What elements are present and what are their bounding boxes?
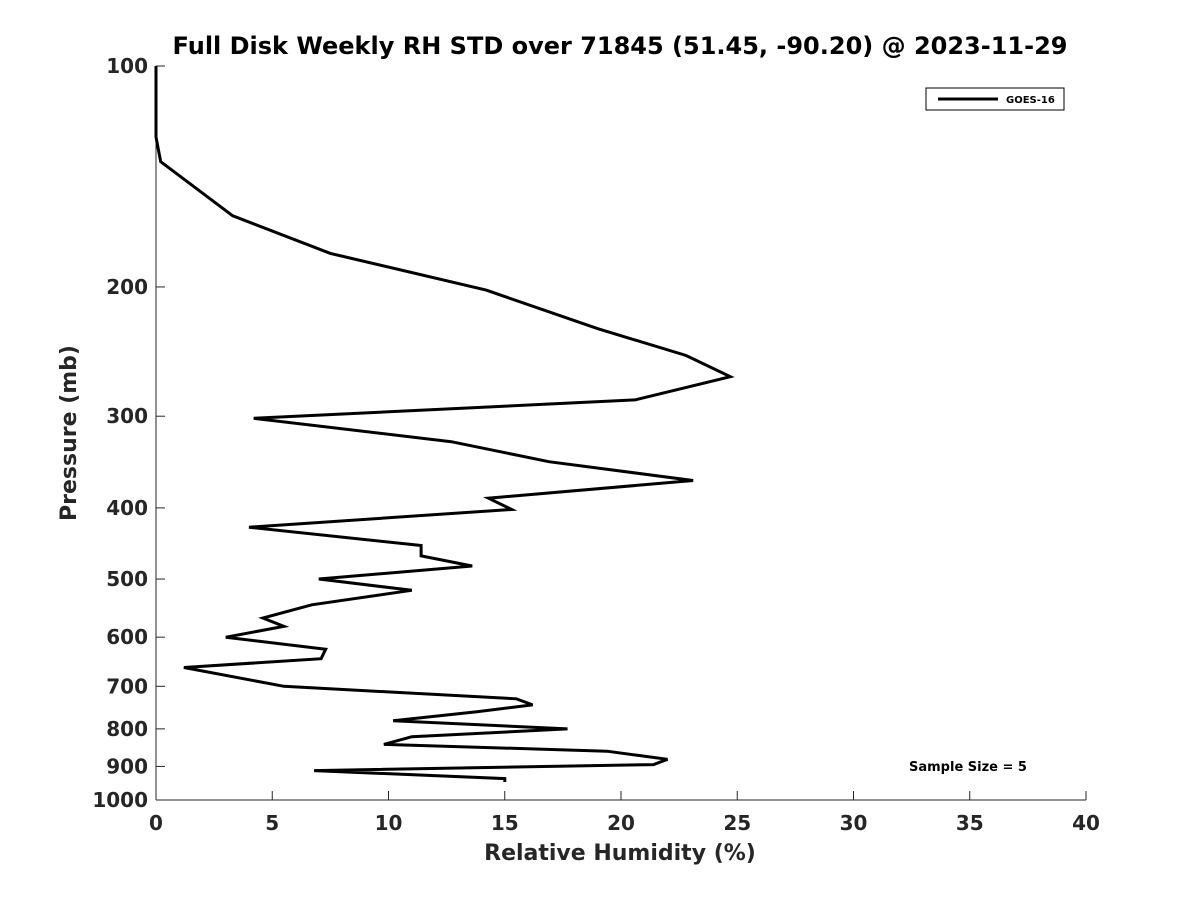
y-tick-label: 400 (106, 496, 148, 520)
x-tick-label: 0 (149, 811, 163, 835)
y-tick-label: 700 (106, 674, 148, 698)
x-tick-label: 30 (840, 811, 868, 835)
x-tick-label: 10 (375, 811, 403, 835)
x-tick-label: 25 (723, 811, 751, 835)
y-tick-label: 300 (106, 404, 148, 428)
y-tick-label: 1000 (92, 788, 148, 812)
chart-title: Full Disk Weekly RH STD over 71845 (51.4… (173, 32, 1068, 60)
x-axis-label: Relative Humidity (%) (484, 841, 756, 866)
series-layer (154, 66, 735, 782)
x-tick-label: 5 (265, 811, 279, 835)
x-tick-label: 15 (491, 811, 519, 835)
y-tick-label: 800 (106, 717, 148, 741)
legend: GOES-16 (925, 87, 1065, 111)
y-tick-label: 900 (106, 754, 148, 778)
y-tick-label: 100 (106, 54, 148, 78)
legend-label-goes-16: GOES-16 (1006, 95, 1055, 106)
x-tick-label: 40 (1072, 811, 1100, 835)
y-tick-label: 500 (106, 567, 148, 591)
sample-size-annotation: Sample Size = 5 (909, 760, 1027, 775)
x-tick-label: 35 (956, 811, 984, 835)
y-tick-label: 600 (106, 625, 148, 649)
series-line-goes-16 (154, 66, 735, 782)
plot-axes: 0 5 10 15 20 25 30 35 40 100 200 300 400 500 600 700 800… (92, 54, 1100, 835)
y-axis-label: Pressure (mb) (57, 345, 82, 521)
y-tick-label: 200 (106, 275, 148, 299)
x-tick-label: 20 (607, 811, 635, 835)
